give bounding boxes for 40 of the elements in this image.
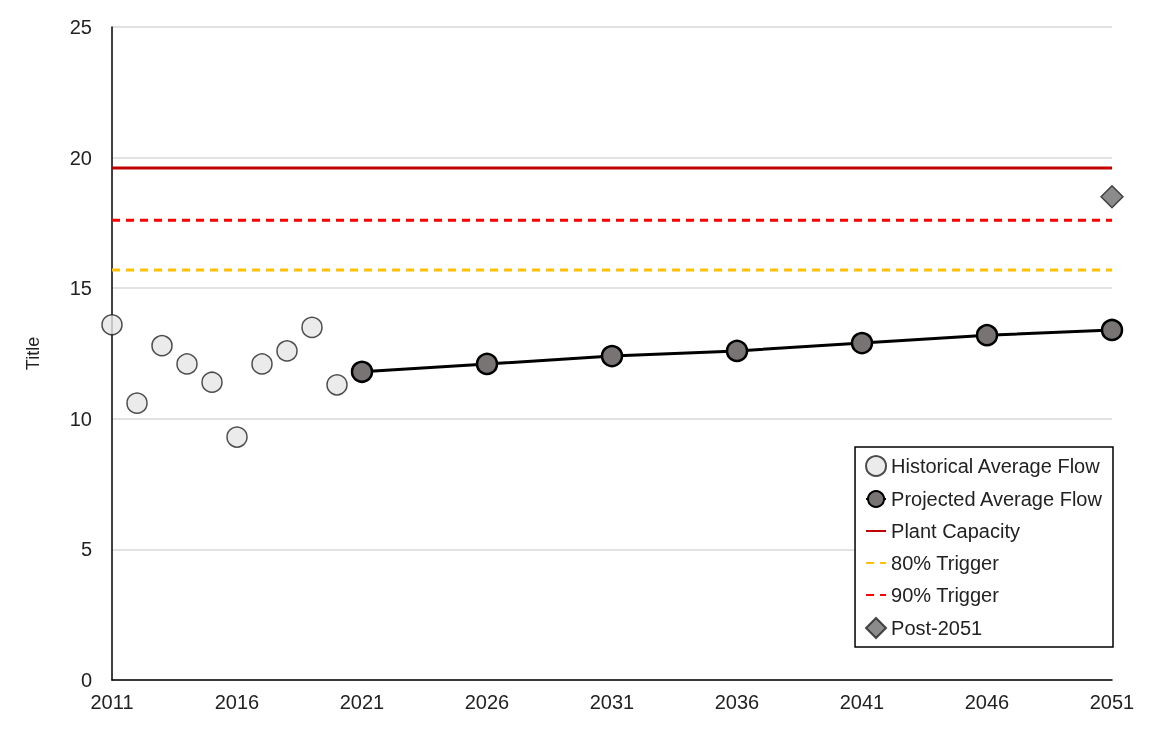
legend-label: Post-2051 [891,617,983,639]
point [475,352,499,376]
y-tick-label: 15 [69,277,92,300]
legend-label: 80% Trigger [891,552,1000,574]
point [226,426,248,448]
point [301,316,323,339]
point [101,314,123,336]
legend-label: Historical Average Flow [891,455,1101,477]
point [151,334,173,357]
point [276,340,298,362]
y-axis-title: Title [23,336,43,371]
point [1100,318,1124,342]
x-tick-label: 2036 [714,691,760,713]
point [725,339,749,363]
y-tick-label: 0 [80,669,92,691]
x-tick-label: 2031 [589,691,635,713]
point [176,353,198,375]
point [600,344,624,368]
point [126,392,148,414]
y-tick-label: 5 [80,538,92,561]
point [1100,185,1124,209]
point [850,331,874,355]
legend-label: Plant Capacity [891,520,1021,542]
legend-label: Projected Average Flow [891,488,1103,510]
x-tick-label: 2021 [339,691,385,713]
x-tick-label: 2016 [214,691,260,713]
x-tick-label: 2051 [1089,691,1135,713]
x-tick-label: 2026 [464,691,510,713]
y-tick-label: 25 [69,16,92,38]
x-tick-label: 2011 [90,691,134,713]
legend-label: 90% Trigger [891,584,1000,606]
y-tick-label: 20 [69,146,92,169]
point [251,353,273,375]
point [201,371,223,393]
point [326,374,348,396]
point [975,323,999,347]
x-tick-label: 2041 [839,691,885,713]
y-tick-label: 10 [69,407,92,430]
x-tick-label: 2046 [964,691,1010,713]
point [350,360,374,384]
